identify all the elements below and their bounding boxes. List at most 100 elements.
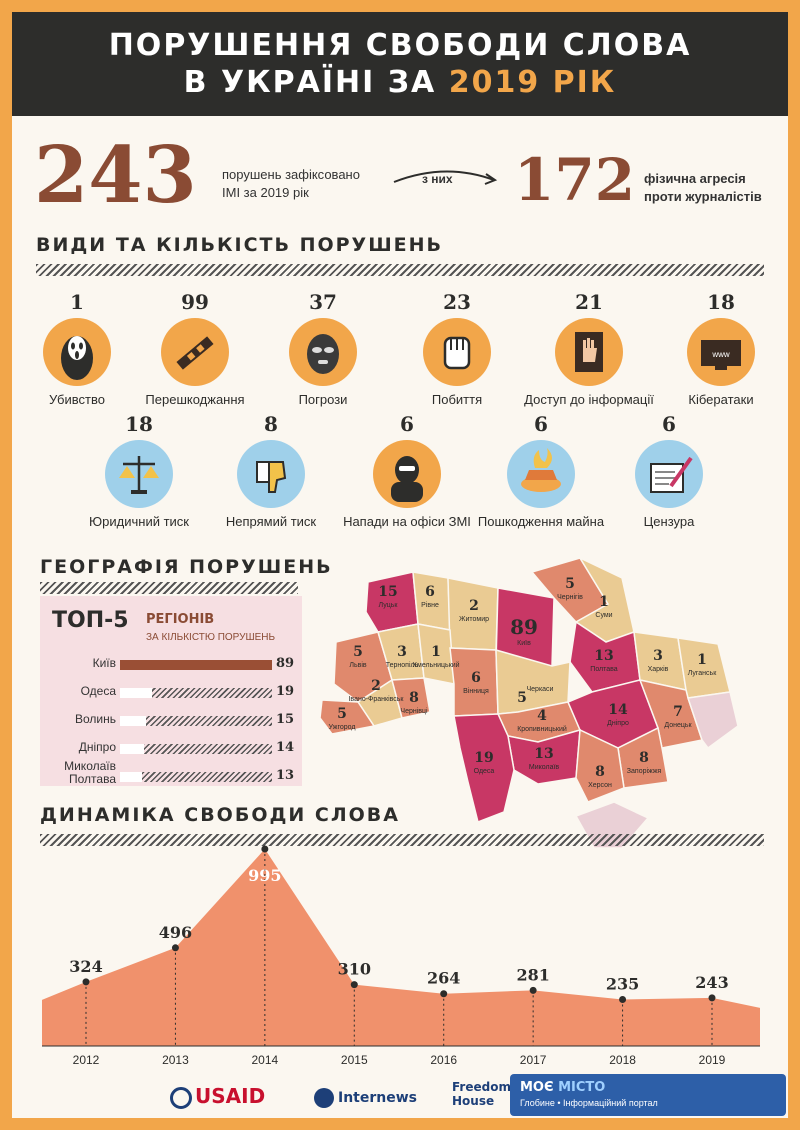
usaid-logo: USAID [170, 1084, 265, 1109]
map-region-name: Львів [349, 661, 367, 669]
arrow-label: з них [422, 172, 453, 186]
map-region-name: Чернівці [400, 707, 428, 715]
top5-value: 13 [276, 768, 295, 783]
map-region-name: Кропивницький [517, 725, 567, 733]
svg-text:www: www [711, 350, 730, 359]
chart-area [42, 848, 760, 1046]
chart-point [529, 986, 537, 994]
violation-count: 18 [707, 290, 735, 314]
map-region-kherson [575, 728, 625, 803]
moe-misto-badge[interactable]: МОЄ МІСТО Глобине • Інформаційний портал [510, 1074, 786, 1116]
physical-aggression-number: 172 [514, 146, 636, 214]
masked-attacker-icon [373, 440, 441, 508]
violation-label: Юридичний тиск [89, 514, 189, 529]
map-region-name: Київ [517, 640, 531, 647]
top5-row: Волинь 15 [40, 710, 302, 732]
chart-point [708, 994, 716, 1002]
title-line-2: В УКРАЇНІ ЗА 2019 РІК [12, 63, 788, 100]
map-region-name: Вінниця [463, 687, 489, 695]
violation-label: Перешкоджання [145, 392, 245, 407]
violation-count: 6 [534, 412, 548, 436]
chart-point [261, 845, 269, 853]
map-region-value: 89 [510, 615, 538, 639]
top5-subtitle: РЕГІОНІВ [146, 612, 215, 627]
chart-point [440, 990, 448, 998]
violation-count: 18 [125, 412, 153, 436]
thumbs-down-icon [237, 440, 305, 508]
title-year: 2019 РІК [448, 65, 617, 100]
top5-region-name: Миколаїв Полтава [64, 759, 116, 786]
violation-type-item: 6 Пошкодження майна [476, 412, 606, 529]
section-title-dynamics: ДИНАМІКА СВОБОДИ СЛОВА [40, 804, 400, 826]
map-region-value: 5 [517, 690, 527, 706]
x-tick-label: 2014 [252, 1053, 279, 1067]
map-region-value: 4 [537, 708, 547, 724]
map-region-value: 1 [697, 652, 707, 668]
map-region-value: 7 [673, 704, 683, 720]
chart-point [82, 978, 90, 986]
x-tick-label: 2015 [341, 1053, 368, 1067]
violation-type-item: 8 Непрямий тиск [206, 412, 336, 529]
map-region-value: 2 [469, 598, 479, 614]
map-region-name: Хмельницький [412, 661, 459, 669]
chart-data-label: 235 [606, 974, 639, 993]
map-region-east-occupied [687, 691, 739, 750]
violation-type-item: 6 Напади на офіси ЗМІ [342, 412, 472, 529]
top5-value: 89 [276, 656, 295, 671]
hand-on-door-icon [555, 318, 623, 386]
section-title-types: ВИДИ ТА КІЛЬКІСТЬ ПОРУШЕНЬ [36, 234, 444, 256]
header-banner: ПОРУШЕННЯ СВОБОДИ СЛОВА В УКРАЇНІ ЗА 201… [12, 12, 788, 116]
chart-data-label: 281 [516, 965, 549, 984]
map-region-name: Суми [595, 612, 612, 619]
pen-paper-icon [635, 440, 703, 508]
burning-car-icon [507, 440, 575, 508]
dynamics-area-chart: 324 2012 496 2013 995 2014 310 2015 264 2016 281 20… [42, 845, 760, 1067]
section-title-geography: ГЕОГРАФІЯ ПОРУШЕНЬ [40, 556, 333, 578]
title-line-1: ПОРУШЕННЯ СВОБОДИ СЛОВА [108, 28, 692, 63]
badge-title: МОЄ МІСТО [520, 1080, 776, 1095]
x-tick-label: 2012 [73, 1053, 100, 1067]
internews-text: Internews [338, 1090, 417, 1106]
violation-type-item: 18 www Кібератаки [656, 290, 786, 407]
title-prefix: В УКРАЇНІ ЗА [183, 65, 437, 100]
top5-bar [120, 744, 144, 754]
chart-point [619, 995, 627, 1003]
section-divider [36, 264, 764, 276]
violation-count: 99 [181, 290, 209, 314]
violation-count: 8 [264, 412, 278, 436]
www-monitor-icon: www [687, 318, 755, 386]
violation-count: 37 [309, 290, 337, 314]
top5-region-name: Дніпро [78, 740, 116, 754]
top5-title: ТОП-5 [52, 608, 129, 633]
fist-icon [423, 318, 491, 386]
map-region-value: 1 [599, 594, 609, 610]
top5-bar [120, 716, 146, 726]
chart-data-label: 324 [69, 957, 102, 976]
top5-row: Одеса 19 [40, 682, 302, 704]
top5-bar [120, 660, 272, 670]
violation-count: 21 [575, 290, 603, 314]
freedom-text: Freedom [452, 1080, 511, 1094]
violation-label: Доступ до інформації [524, 392, 654, 407]
map-region-value: 5 [353, 644, 363, 660]
map-region-value: 8 [595, 764, 605, 780]
top5-row: Київ 89 [40, 654, 302, 676]
map-region-value: 8 [639, 750, 649, 766]
freedom-house-logo: Freedom House [452, 1080, 511, 1108]
violation-label: Напади на офіси ЗМІ [343, 514, 471, 529]
usaid-text: USAID [195, 1084, 266, 1108]
map-region-name: Полтава [590, 666, 618, 673]
map-region-odesa [453, 713, 515, 824]
violation-type-item: 23 Побиття [392, 290, 522, 407]
chart-data-label: 995 [248, 866, 281, 885]
map-region-zakarpattia [319, 699, 376, 735]
top5-value: 15 [276, 712, 295, 727]
map-region-value: 6 [425, 584, 435, 600]
arrow-icon [393, 170, 498, 185]
total-text-2: ІМІ за 2019 рік [222, 185, 309, 200]
violation-type-item: 99 Перешкоджання [130, 290, 260, 407]
top5-value: 14 [276, 740, 295, 755]
map-region-name: Миколаїв [529, 764, 560, 771]
map-region-value: 3 [397, 644, 407, 660]
top5-bar [120, 772, 143, 782]
